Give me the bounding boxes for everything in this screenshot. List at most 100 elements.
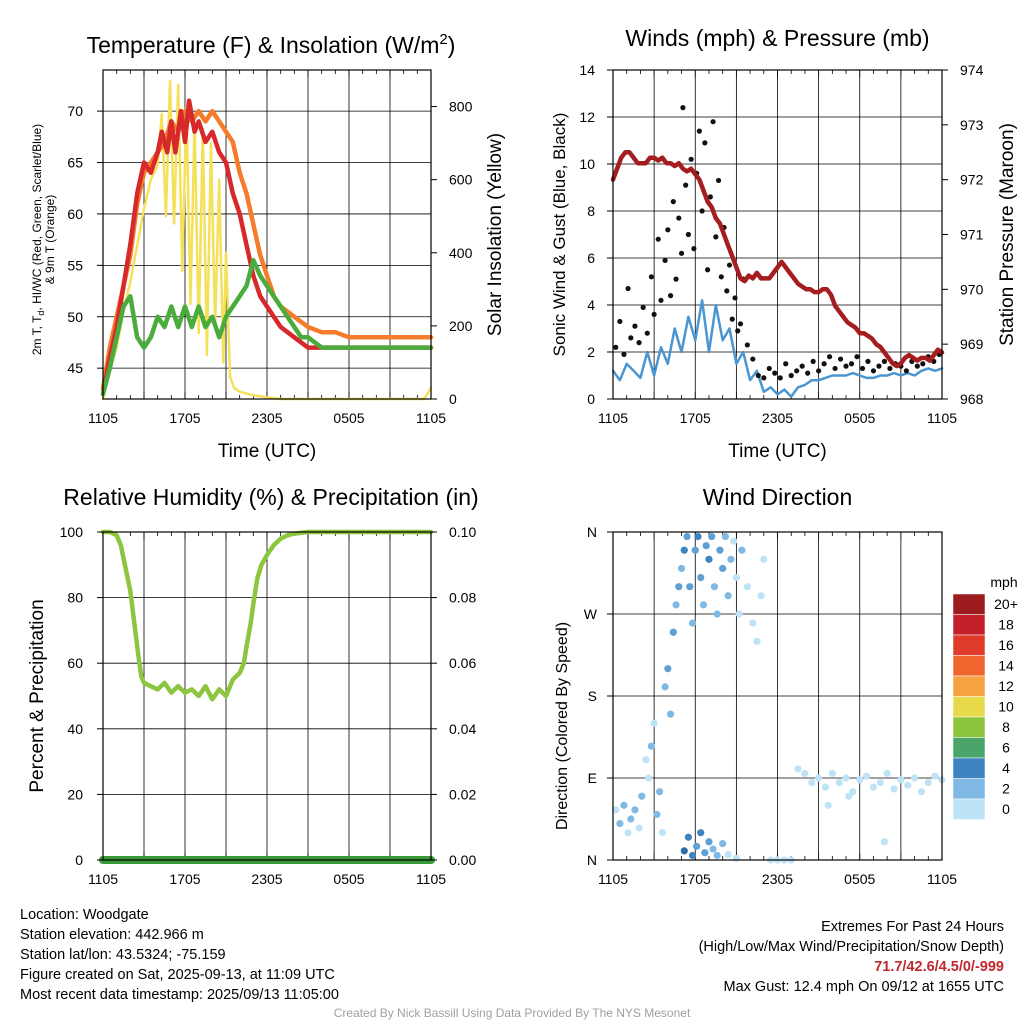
- rh-line: [100, 529, 434, 702]
- wind-direction-point: [664, 665, 672, 673]
- gust-point: [821, 361, 827, 367]
- temp-x-tick-label: 1705: [169, 410, 200, 426]
- extremes-values: 71.7/42.6/4.5/0/-999: [874, 959, 1004, 975]
- gust-point: [707, 194, 713, 200]
- wind-y2-label: Station Pressure (Maroon): [997, 123, 1018, 346]
- gust-point: [794, 368, 800, 374]
- rh-x-tick-label: 1105: [416, 871, 446, 887]
- wind-direction-point: [710, 583, 719, 591]
- gust-point: [755, 372, 761, 379]
- wind-direction-point: [713, 851, 721, 860]
- rh-y2-tick-label: 0.06: [449, 655, 476, 671]
- wdir-x-tick-label: 1705: [680, 871, 711, 887]
- wind-direction-point: [897, 776, 905, 784]
- gust-point: [810, 358, 816, 364]
- wind-direction-point: [730, 537, 738, 545]
- legend-swatch: [952, 757, 986, 779]
- rh-y-tick-label: 100: [60, 524, 84, 540]
- gust-point: [737, 321, 744, 327]
- latlon-text: Station lat/lon: 43.5324; -75.159: [20, 947, 226, 963]
- wind-direction-point: [716, 546, 724, 554]
- gust-point: [699, 208, 705, 214]
- legend-swatch: [952, 634, 986, 656]
- gust-point: [870, 368, 877, 374]
- legend-label: 2: [1002, 781, 1010, 797]
- wind-y-tick-label: 12: [579, 109, 595, 125]
- legend-label: 12: [998, 678, 1014, 694]
- gust-point: [678, 250, 685, 256]
- wind-direction-point: [705, 555, 713, 563]
- gust-point: [832, 365, 838, 372]
- gust-point: [640, 304, 646, 310]
- wind-y-tick-label: 0: [587, 391, 595, 407]
- temp-y-label-line2: & 9m T (Orange): [43, 195, 57, 285]
- wind-direction-point: [801, 769, 809, 778]
- gust-point: [799, 363, 805, 369]
- gust-point: [732, 295, 738, 301]
- wind-x-tick-label: 1105: [598, 410, 628, 426]
- legend-label: 4: [1002, 760, 1010, 776]
- legend-swatch: [952, 675, 986, 697]
- gust-point: [816, 368, 822, 374]
- wind-direction-point: [705, 838, 713, 846]
- legend-swatch: [952, 655, 986, 677]
- wind-y-tick-label: 6: [587, 250, 595, 266]
- legend-unit: mph: [990, 574, 1017, 590]
- wind-direction-point: [631, 806, 639, 814]
- gust-point: [696, 128, 702, 134]
- temp-border: [102, 69, 432, 400]
- legend-label: 18: [998, 617, 1014, 633]
- wind-direction-point: [647, 742, 655, 750]
- gust-point: [876, 363, 882, 369]
- wind-direction-point: [724, 850, 732, 859]
- wind-direction-point: [666, 710, 675, 718]
- wind-y2-tick-label: 971: [960, 227, 984, 243]
- wind-y-tick-label: 10: [579, 156, 595, 172]
- gust-point: [854, 354, 860, 360]
- wind-direction-point: [835, 778, 843, 787]
- rh-y-label: Percent & Precipitation: [27, 599, 48, 792]
- gust-point: [715, 177, 722, 184]
- wind-y2-tick-label: 970: [960, 281, 984, 297]
- temp-x-tick-label: 0505: [333, 410, 364, 426]
- gust-point: [783, 361, 789, 367]
- gust-point: [617, 318, 623, 325]
- gust-point: [865, 358, 871, 364]
- gust-point: [688, 156, 694, 162]
- rh-y-tick-label: 60: [67, 655, 83, 671]
- wind-speed-line: [611, 299, 944, 398]
- gust-point: [644, 330, 650, 336]
- wind-direction-point: [699, 601, 708, 609]
- wind-y2-tick-label: 973: [960, 117, 984, 133]
- wdir-x-tick-label: 1105: [598, 871, 628, 887]
- wind-direction-point: [702, 542, 710, 550]
- wdir-y-label: Direction (Colored By Speed): [554, 622, 571, 830]
- gust-point: [651, 311, 657, 317]
- wdir-y-tick-label: E: [588, 770, 597, 786]
- wind-direction-point: [677, 564, 686, 573]
- wind-direction-point: [883, 769, 891, 778]
- rh-panel: 0 20 40 60 80 100 0.00 0.02 0.04 0.06 0.08 0.10 1105…: [27, 484, 479, 887]
- figure-created-text: Figure created on Sat, 2025-09-13, at 11…: [20, 967, 335, 983]
- wind-direction-point: [724, 592, 732, 600]
- wind-direction-point: [694, 532, 702, 541]
- legend-swatch: [952, 593, 986, 615]
- wind-direction-point: [757, 592, 765, 600]
- wind-direction-point: [863, 772, 871, 780]
- gust-point: [729, 316, 735, 322]
- gust-point: [718, 274, 724, 280]
- wdir-x-tick-label: 0505: [844, 871, 875, 887]
- wind-direction-point: [713, 610, 721, 618]
- gust-point: [766, 365, 772, 372]
- temp-y2-tick-label: 200: [449, 318, 473, 334]
- temp-y-tick-label: 70: [67, 103, 83, 119]
- wind-direction-point: [794, 765, 802, 773]
- wind-direction-point: [931, 772, 939, 780]
- legend-swatch: [952, 696, 986, 718]
- wind-direction-point: [697, 573, 705, 582]
- gust-point: [658, 297, 664, 303]
- temp-x-tick-label: 1105: [88, 410, 118, 426]
- wdir-y-tick-label: N: [587, 524, 597, 540]
- rh-y2-tick-label: 0.02: [449, 786, 476, 802]
